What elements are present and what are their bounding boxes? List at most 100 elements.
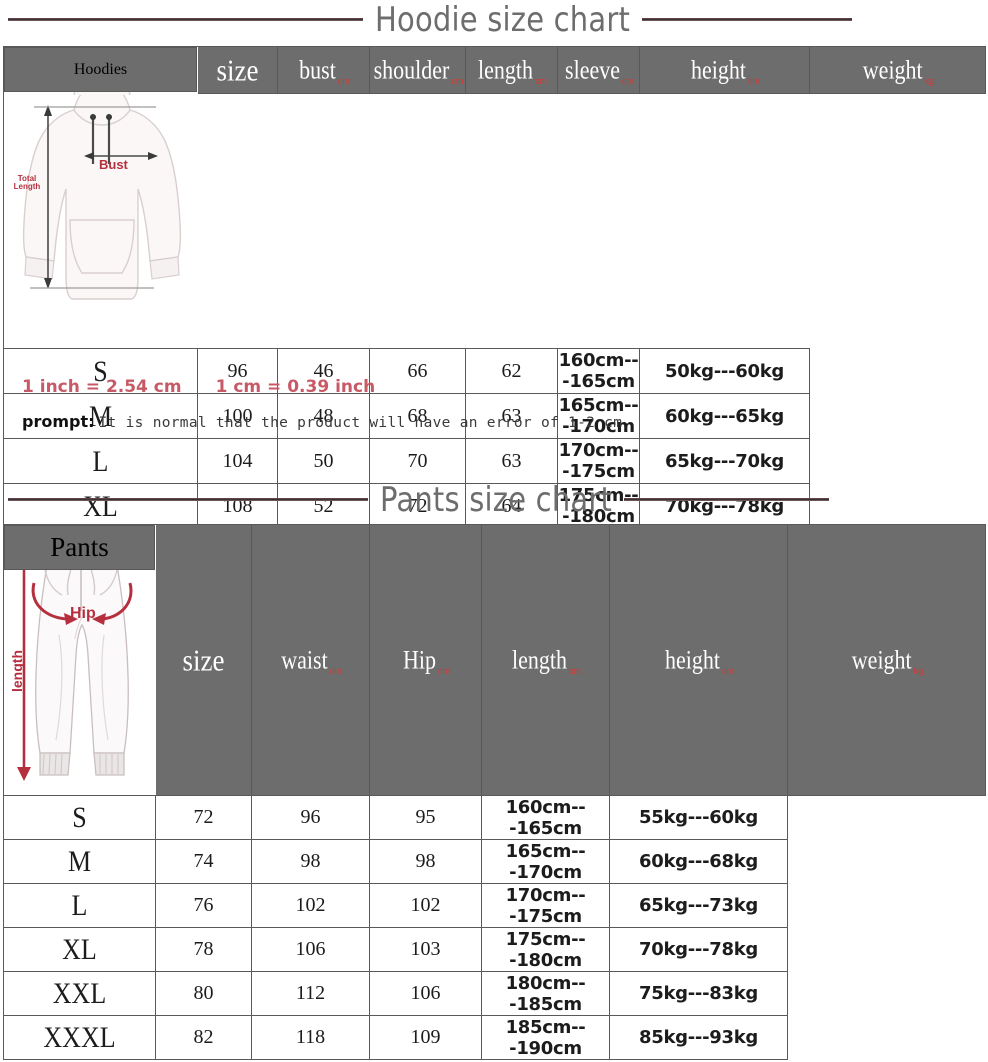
pants-header-length: length cm (481, 524, 610, 796)
pants-cell-length: 102 (369, 883, 482, 928)
pants-cell-size: XXL (3, 968, 156, 1019)
pants-cell-hip: 118 (251, 1015, 370, 1060)
table-row: S 72 96 95 160cm---165cm 55kg---60kg (3, 792, 986, 843)
hoodie-corner-label: Hoodies (73, 60, 128, 78)
hoodie-bust-label: Bust (99, 157, 128, 172)
pants-cell-hip: 98 (251, 839, 370, 884)
hoodie-header-shoulder: shoulder cm (369, 46, 466, 94)
title-rule-right (642, 17, 853, 21)
hoodie-cell-weight: 60kg---65kg (639, 393, 810, 439)
pants-cell-size: M (3, 836, 156, 887)
hoodie-header-size-label: size (216, 52, 259, 87)
hoodie-header-bust-label: bust (299, 54, 336, 85)
pants-header-height-label: height (665, 644, 720, 675)
pants-cell-length: 109 (369, 1015, 482, 1060)
pants-cell-hip: 102 (251, 883, 370, 928)
pants-cell-weight: 70kg---78kg (609, 927, 788, 972)
pants-header-height: height cm (609, 524, 788, 796)
pants-header-hip-unit: cm (438, 666, 450, 676)
hoodie-chart-title: Hoodie size chart (375, 0, 631, 40)
hoodie-header-bust-unit: cm (337, 76, 350, 86)
hoodie-cell-shoulder: 50 (277, 438, 370, 484)
table-row: L 76 102 102 170cm---175cm 65kg---73kg (3, 880, 986, 931)
pants-cell-weight: 60kg---68kg (609, 839, 788, 884)
prompt-note-label: prompt: (22, 412, 95, 431)
pants-header-height-unit: cm (722, 666, 734, 676)
hoodie-header-shoulder-label: shoulder (373, 54, 450, 85)
hoodie-cell-length: 66 (369, 348, 466, 394)
pants-cell-weight: 65kg---73kg (609, 883, 788, 928)
table-row: XL 78 106 103 175cm---180cm 70kg---78kg (3, 924, 986, 975)
pants-cell-height: 160cm---165cm (481, 795, 610, 840)
pants-cell-height: 170cm---175cm (481, 883, 610, 928)
title-rule-left (8, 497, 368, 501)
pants-cell-hip: 96 (251, 795, 370, 840)
hoodie-cell-bust: 96 (197, 348, 278, 394)
pants-header-length-label: length (512, 644, 567, 675)
pants-cell-waist: 82 (155, 1015, 252, 1060)
title-rule-right (624, 497, 830, 501)
pants-cell-height: 180cm---185cm (481, 971, 610, 1016)
pants-length-label: length (9, 650, 25, 692)
hoodie-cell-sleeve: 63 (465, 438, 558, 484)
pants-header-weight-label: weight (851, 644, 912, 675)
pants-cell-size: XXXL (3, 1012, 156, 1062)
hoodie-header-sleeve-label: sleeve (565, 54, 620, 85)
pants-cell-hip: 106 (251, 927, 370, 972)
pants-cell-waist: 74 (155, 839, 252, 884)
prompt-note: prompt: It is normal that the product wi… (22, 412, 622, 432)
hoodie-cell-size: M (3, 390, 198, 442)
hoodie-header-length: length cm (465, 46, 558, 94)
table-row: M 74 98 98 165cm---170cm 60kg---68kg (3, 836, 986, 887)
hoodie-header-weight-label: weight (862, 54, 923, 85)
pants-hip-label: Hip (70, 605, 96, 622)
hoodie-header-height-label: height (691, 54, 746, 85)
pants-chart-title: Pants size chart (380, 478, 613, 520)
pants-cell-weight: 85kg---93kg (609, 1015, 788, 1060)
pants-header-weight-unit: kg (913, 666, 924, 676)
pants-cell-height: 185cm---190cm (481, 1015, 610, 1060)
hoodie-header-row: Total Length Bust size bust cm shoulder cm… (3, 46, 986, 349)
hoodie-cell-sleeve: 64 (465, 483, 558, 529)
pants-cell-hip: 112 (251, 971, 370, 1016)
pants-cell-length: 103 (369, 927, 482, 972)
pants-cell-waist: 76 (155, 883, 252, 928)
hoodie-chart-title-bar: Hoodie size chart (0, 0, 988, 40)
hoodie-cell-bust: 104 (197, 438, 278, 484)
pants-cell-size: S (3, 792, 156, 843)
pants-cell-weight: 55kg---60kg (609, 795, 788, 840)
pants-header-hip-label: Hip (403, 644, 436, 675)
pants-header-waist-label: waist (281, 644, 328, 675)
hoodie-cell-weight: 50kg---60kg (639, 348, 810, 394)
title-rule-left (8, 17, 363, 21)
pants-cell-weight: 75kg---83kg (609, 971, 788, 1016)
hoodie-cell-size: L (3, 435, 198, 487)
pants-cell-length: 106 (369, 971, 482, 1016)
pants-header-waist-unit: cm (329, 666, 342, 676)
hoodie-cell-size: S (3, 345, 198, 397)
hoodie-header-shoulder-unit: cm (451, 76, 464, 86)
hoodie-header-height-unit: cm (748, 76, 760, 86)
hoodie-cell-shoulder: 52 (277, 483, 370, 529)
hoodie-header-weight-unit: kg (924, 76, 935, 86)
hoodie-cell-weight: 70kg---78kg (639, 483, 810, 529)
pants-cell-length: 98 (369, 839, 482, 884)
hoodie-header-size: size (197, 46, 278, 94)
hoodie-header-length-label: length (478, 54, 533, 85)
pants-cell-height: 165cm---170cm (481, 839, 610, 884)
hoodie-header-length-unit: cm (535, 76, 547, 86)
hoodie-illustration-svg (22, 70, 182, 300)
hoodie-cell-length: 68 (369, 393, 466, 439)
hoodie-corner-header: Hoodies (4, 47, 197, 92)
table-row: XXXL 82 118 109 185cm---190cm 85kg---93k… (3, 1012, 986, 1062)
table-row: XXL 80 112 106 180cm---185cm 75kg---83kg (3, 968, 986, 1019)
table-row: S 96 46 66 62 160cm---165cm 50kg---60kg (3, 345, 986, 397)
pants-cell-height: 175cm---180cm (481, 927, 610, 972)
hoodie-cell-bust: 100 (197, 393, 278, 439)
pants-cell-waist: 78 (155, 927, 252, 972)
pants-header-waist: waist cm (251, 524, 370, 796)
pants-cell-waist: 72 (155, 795, 252, 840)
hoodie-cell-height: 170cm---175cm (557, 438, 640, 484)
pants-corner-header: Pants (4, 525, 155, 570)
